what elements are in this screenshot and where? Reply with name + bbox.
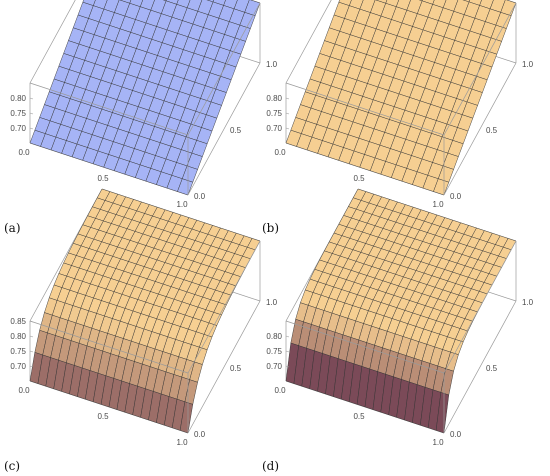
z-tick-mark bbox=[285, 112, 290, 115]
box-edge-right-bottom bbox=[187, 62, 261, 196]
caption-b: (b) bbox=[262, 221, 279, 235]
z-tick-label: 0.80 bbox=[10, 94, 26, 103]
z-tick-label: 0.80 bbox=[266, 332, 282, 341]
box-edge-right-top bbox=[443, 2, 517, 136]
x-tick-label: 0.0 bbox=[274, 386, 286, 395]
y-tick-label: 1.0 bbox=[266, 298, 278, 307]
y-tick-label: 0.0 bbox=[450, 430, 462, 439]
z-tick-label: 0.70 bbox=[10, 124, 26, 133]
box-edge-left-top bbox=[29, 0, 76, 84]
z-tick-label: 0.80 bbox=[266, 94, 282, 103]
caption-d: (d) bbox=[262, 459, 279, 473]
x-tick-label: 0.5 bbox=[353, 412, 365, 421]
z-tick-label: 0.70 bbox=[266, 124, 282, 133]
box-edge-front-top bbox=[285, 320, 445, 374]
z-tick-label: 0.75 bbox=[10, 347, 26, 356]
box-edge-right-bottom bbox=[443, 300, 517, 434]
y-tick-label: 0.5 bbox=[230, 364, 242, 373]
x-tick-label: 0.5 bbox=[353, 174, 365, 183]
z-tick-label: 0.70 bbox=[10, 362, 26, 371]
x-tick-label: 1.0 bbox=[176, 200, 188, 209]
z-tick-mark bbox=[285, 127, 290, 130]
x-tick-label: 1.0 bbox=[432, 438, 444, 447]
panel-b: 0.0 0.5 1.0 0.0 0.5 1.0 0.70 0.75 0.80 bbox=[266, 0, 534, 209]
box-edge-right-bottom bbox=[187, 300, 261, 434]
y-tick-label: 1.0 bbox=[522, 60, 534, 69]
box-edge-right-bottom bbox=[443, 62, 517, 196]
x-tick-label: 0.0 bbox=[18, 386, 30, 395]
z-tick-label: 0.85 bbox=[10, 317, 26, 326]
x-tick-label: 0.5 bbox=[97, 412, 109, 421]
z-tick-label: 0.70 bbox=[266, 362, 282, 371]
z-tick-label: 0.75 bbox=[266, 347, 282, 356]
surface-cell bbox=[435, 392, 450, 434]
z-tick-mark bbox=[285, 97, 290, 100]
box-edge-front-top bbox=[285, 82, 445, 136]
z-tick-mark bbox=[29, 97, 34, 100]
x-tick-label: 1.0 bbox=[432, 200, 444, 209]
z-tick-mark bbox=[29, 320, 34, 323]
y-tick-label: 0.5 bbox=[486, 126, 498, 135]
caption-a: (a) bbox=[4, 221, 21, 235]
box-edge-right-top bbox=[443, 240, 517, 374]
box-edge-front-top bbox=[29, 320, 189, 374]
z-tick-label: 0.75 bbox=[266, 109, 282, 118]
z-tick-mark bbox=[285, 365, 290, 368]
surface-cell bbox=[433, 178, 450, 196]
panel-d: 0.0 0.5 1.0 0.0 0.5 1.0 0.70 0.75 0.80 bbox=[266, 188, 534, 447]
x-tick-label: 1.0 bbox=[176, 438, 188, 447]
z-tick-label: 0.80 bbox=[10, 332, 26, 341]
y-tick-label: 0.0 bbox=[450, 192, 462, 201]
z-tick-mark bbox=[285, 350, 290, 353]
surface-cell bbox=[179, 401, 194, 434]
y-tick-label: 0.5 bbox=[230, 126, 242, 135]
box-edge-front-top bbox=[29, 82, 189, 136]
y-tick-label: 1.0 bbox=[522, 298, 534, 307]
panel-a: 0.0 0.5 1.0 0.0 0.5 1.0 0.70 0.75 0.80 bbox=[10, 0, 278, 209]
z-tick-mark bbox=[29, 112, 34, 115]
box-edge-left-top bbox=[285, 0, 332, 84]
z-tick-label: 0.75 bbox=[10, 109, 26, 118]
z-tick-mark bbox=[29, 127, 34, 130]
box-edge-right-top bbox=[187, 2, 261, 136]
y-tick-label: 0.0 bbox=[194, 430, 206, 439]
x-tick-label: 0.0 bbox=[274, 148, 286, 157]
y-tick-label: 0.0 bbox=[194, 192, 206, 201]
z-tick-mark bbox=[29, 350, 34, 353]
box-edge-right-top bbox=[187, 240, 261, 374]
z-tick-mark bbox=[285, 335, 290, 338]
surface-cell bbox=[177, 178, 194, 196]
z-tick-mark bbox=[29, 335, 34, 338]
x-tick-label: 0.5 bbox=[97, 174, 109, 183]
panel-c: 0.0 0.5 1.0 0.0 0.5 1.0 0.70 0.75 0.80 0.85 bbox=[10, 188, 278, 447]
y-tick-label: 1.0 bbox=[266, 60, 278, 69]
y-tick-label: 0.5 bbox=[486, 364, 498, 373]
x-tick-label: 0.0 bbox=[18, 148, 30, 157]
caption-c: (c) bbox=[4, 459, 20, 473]
z-tick-mark bbox=[29, 365, 34, 368]
